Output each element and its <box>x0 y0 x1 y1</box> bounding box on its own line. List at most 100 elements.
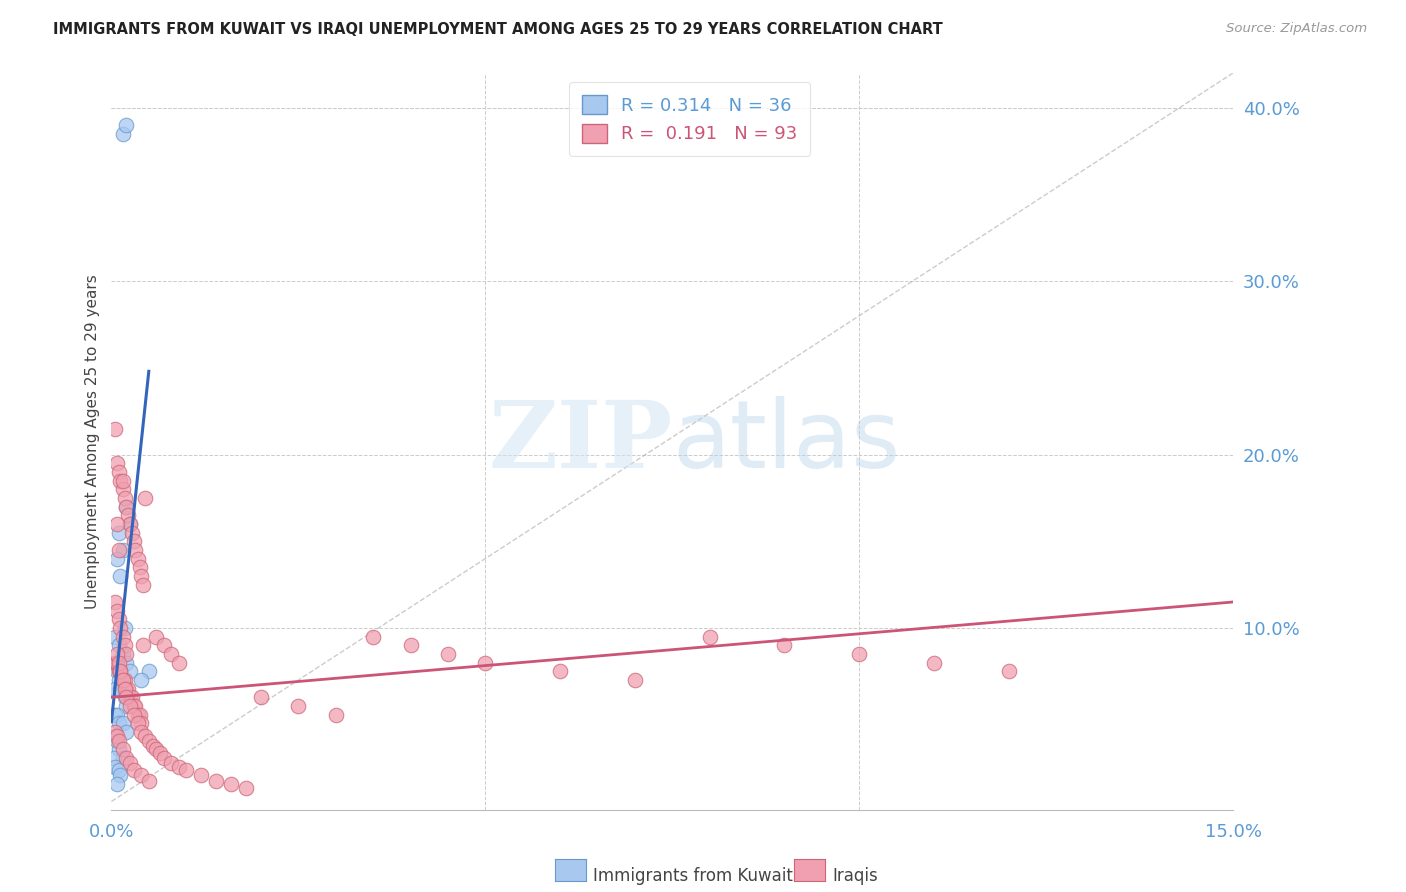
Point <box>120 699 142 714</box>
Point <box>997 665 1019 679</box>
Point <box>128 707 150 722</box>
Point <box>250 690 273 705</box>
Point <box>105 707 128 722</box>
Point <box>121 525 143 540</box>
Point <box>120 665 142 679</box>
Point <box>108 673 131 687</box>
Point <box>235 780 257 795</box>
Point <box>108 525 131 540</box>
Point <box>115 681 138 696</box>
Point <box>104 725 127 739</box>
Point <box>105 665 128 679</box>
Point <box>361 630 384 644</box>
Point <box>103 751 125 765</box>
Point <box>117 508 139 523</box>
Point <box>111 474 134 488</box>
Point <box>110 621 132 635</box>
Point <box>110 569 132 583</box>
Point <box>152 638 174 652</box>
Point <box>120 516 142 531</box>
Point <box>205 773 228 788</box>
Point <box>104 681 127 696</box>
Point <box>114 673 136 687</box>
Point <box>108 742 131 756</box>
Text: IMMIGRANTS FROM KUWAIT VS IRAQI UNEMPLOYMENT AMONG AGES 25 TO 29 YEARS CORRELATI: IMMIGRANTS FROM KUWAIT VS IRAQI UNEMPLOY… <box>53 22 943 37</box>
Point <box>104 760 127 774</box>
Point <box>110 681 132 696</box>
Point <box>104 729 127 743</box>
Point <box>110 768 132 782</box>
Point <box>105 456 128 470</box>
Point <box>114 690 136 705</box>
Point <box>773 638 796 652</box>
Point <box>111 742 134 756</box>
Point <box>108 543 131 558</box>
Point <box>115 656 138 670</box>
Point <box>128 560 150 574</box>
Point <box>111 751 134 765</box>
Point <box>115 699 138 714</box>
Y-axis label: Unemployment Among Ages 25 to 29 years: Unemployment Among Ages 25 to 29 years <box>86 274 100 609</box>
Point <box>141 739 163 753</box>
Point <box>105 604 128 618</box>
Point <box>122 534 145 549</box>
Point <box>131 569 153 583</box>
Point <box>108 763 131 777</box>
Point <box>108 656 131 670</box>
Point <box>474 656 496 670</box>
Point <box>131 716 153 731</box>
Point <box>120 516 142 531</box>
Point <box>399 638 422 652</box>
Point <box>115 500 138 514</box>
Point <box>134 729 156 743</box>
Point <box>108 733 131 747</box>
Legend: R = 0.314   N = 36, R =  0.191   N = 93: R = 0.314 N = 36, R = 0.191 N = 93 <box>569 82 810 156</box>
Point <box>699 630 721 644</box>
Point <box>149 746 172 760</box>
Point <box>105 647 128 661</box>
Point <box>124 543 146 558</box>
Point <box>111 673 134 687</box>
Point <box>167 656 190 670</box>
Point <box>152 751 174 765</box>
Point <box>848 647 870 661</box>
Point <box>111 543 134 558</box>
Point <box>127 551 149 566</box>
Point <box>120 756 142 771</box>
Point <box>105 656 128 670</box>
Point <box>111 647 134 661</box>
Point <box>111 127 134 141</box>
Point <box>108 665 131 679</box>
Point <box>138 773 160 788</box>
Point <box>437 647 460 661</box>
Point <box>124 699 146 714</box>
Point <box>132 577 155 591</box>
Point <box>167 760 190 774</box>
Point <box>122 763 145 777</box>
Point <box>131 768 153 782</box>
Point <box>131 673 153 687</box>
Point <box>325 707 347 722</box>
Point <box>138 733 160 747</box>
Point <box>132 638 155 652</box>
Text: Source: ZipAtlas.com: Source: ZipAtlas.com <box>1226 22 1367 36</box>
Point <box>111 482 134 496</box>
Point <box>145 742 167 756</box>
Point <box>111 673 134 687</box>
Point <box>104 630 127 644</box>
Point <box>111 716 134 731</box>
Point <box>115 647 138 661</box>
Point <box>145 630 167 644</box>
Point <box>104 421 127 435</box>
Point <box>108 638 131 652</box>
Point <box>105 729 128 743</box>
Point <box>122 707 145 722</box>
Point <box>115 725 138 739</box>
Point <box>120 690 142 705</box>
Text: atlas: atlas <box>672 395 900 488</box>
Point <box>115 690 138 705</box>
Point <box>114 638 136 652</box>
Point <box>117 681 139 696</box>
Point <box>134 491 156 505</box>
Point <box>108 612 131 626</box>
